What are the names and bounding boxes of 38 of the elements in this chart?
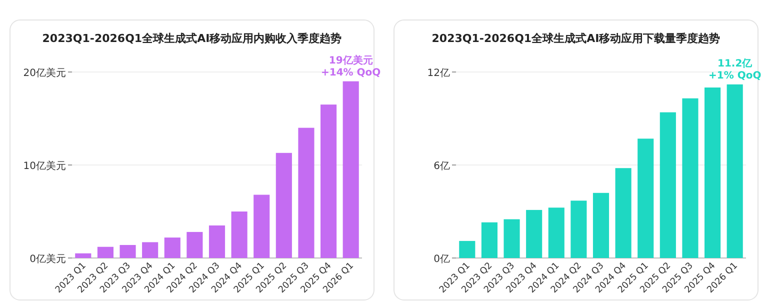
bar bbox=[660, 112, 676, 258]
annotation: 19亿美元 bbox=[328, 54, 373, 66]
bar bbox=[342, 81, 359, 258]
bar bbox=[186, 232, 203, 258]
bar bbox=[526, 210, 542, 258]
bar bbox=[97, 246, 114, 258]
bar bbox=[726, 84, 743, 258]
y-tick-label: 12亿 bbox=[427, 68, 450, 79]
y-tick-label: 0亿美元 bbox=[30, 253, 66, 265]
bar bbox=[682, 98, 698, 258]
bar bbox=[142, 242, 158, 258]
chart-title: 2023Q1-2026Q1全球生成式AI移动应用内购收入季度趋势 bbox=[42, 32, 342, 45]
y-tick-label: 10亿美元 bbox=[23, 160, 66, 172]
bar bbox=[298, 128, 314, 258]
y-tick-label: 20亿美元 bbox=[23, 67, 66, 79]
bar bbox=[120, 244, 136, 258]
bar bbox=[704, 88, 721, 258]
y-tick-label: 0亿 bbox=[434, 254, 450, 265]
chart-title: 2023Q1-2026Q1全球生成式AI移动应用下载量季度趋势 bbox=[432, 32, 720, 45]
bar bbox=[208, 225, 226, 258]
bar bbox=[504, 219, 520, 258]
annotation: 11.2亿 bbox=[718, 57, 754, 70]
bar bbox=[164, 238, 180, 258]
bar bbox=[320, 104, 337, 258]
bar bbox=[276, 152, 292, 258]
annotation: +14% QoQ bbox=[321, 67, 381, 78]
bar bbox=[592, 192, 610, 258]
bar bbox=[459, 240, 476, 258]
bar bbox=[548, 208, 564, 258]
bar bbox=[231, 212, 248, 258]
bar bbox=[254, 194, 270, 258]
bar bbox=[75, 253, 92, 258]
bar bbox=[615, 168, 632, 258]
y-tick-label: 6亿 bbox=[434, 161, 450, 172]
annotation: +1% QoQ bbox=[708, 70, 762, 82]
bar bbox=[638, 138, 654, 258]
bar bbox=[481, 222, 498, 258]
bar bbox=[570, 200, 587, 258]
